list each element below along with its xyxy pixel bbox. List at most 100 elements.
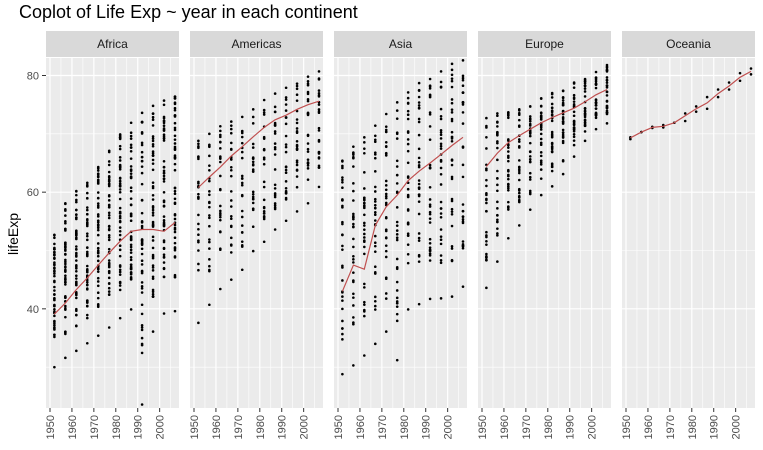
data-point [572,104,576,108]
data-point [219,160,222,164]
data-point [439,254,443,257]
data-point [395,301,399,305]
data-point [439,297,443,300]
data-point [507,111,510,115]
data-point [96,228,100,232]
data-point [406,142,410,146]
data-point [583,90,587,93]
data-point [107,259,111,262]
data-point [162,174,166,178]
data-point [284,96,288,99]
data-point [363,232,366,236]
data-point [406,96,410,100]
data-point [229,236,233,240]
data-point [273,123,277,126]
data-point [53,289,56,292]
data-point [352,304,355,307]
data-point [151,198,155,201]
data-point [417,302,421,306]
data-point [373,134,377,138]
data-point [75,313,78,317]
data-point [428,95,432,99]
data-point [384,112,388,116]
data-point [162,99,166,102]
data-point [352,271,355,274]
data-point [197,146,200,150]
data-point [716,88,720,91]
data-point [417,200,421,203]
data-point [384,236,388,239]
data-point [107,261,111,265]
data-point [341,327,344,330]
data-point [450,175,454,179]
data-point [572,127,576,131]
data-point [96,169,100,172]
data-point [229,199,233,202]
data-point [118,248,122,252]
data-point [395,159,399,163]
panel-background [478,58,611,408]
data-point [251,195,255,199]
data-point [140,226,144,230]
data-point [605,81,609,84]
data-point [384,192,388,196]
data-point [572,93,576,97]
data-point [496,189,499,193]
data-point [284,143,288,146]
data-point [550,92,554,96]
data-point [572,96,576,99]
data-point [406,194,410,198]
data-point [341,206,344,209]
data-point [694,110,698,113]
data-point [352,156,355,160]
data-point [64,241,67,245]
data-point [284,180,288,183]
data-point [64,296,67,299]
data-point [384,184,388,187]
data-point [539,177,543,180]
data-point [461,74,465,78]
data-point [251,108,255,111]
data-point [428,198,432,201]
data-point [96,259,100,263]
data-point [395,131,399,134]
data-point [485,198,488,202]
data-point [428,259,432,262]
data-point [528,160,532,163]
data-point [605,99,609,103]
data-point [461,244,465,248]
data-point [605,68,609,72]
data-point [53,279,56,283]
data-point [273,132,277,135]
data-point [528,150,532,153]
data-point [561,89,565,93]
data-point [140,342,144,346]
data-point [450,207,454,211]
data-point [251,115,255,119]
data-point [162,223,166,227]
data-point [229,278,233,281]
data-point [583,114,587,117]
x-tick-label: 2000 [443,415,455,439]
data-point [683,112,687,115]
data-point [439,261,443,265]
data-point [273,187,277,190]
data-point [550,142,554,146]
data-point [395,296,399,300]
data-point [373,250,377,253]
data-point [53,261,56,264]
data-point [151,225,155,228]
x-tick-label: 1970 [521,415,533,439]
data-point [341,338,344,341]
data-point [64,202,67,206]
data-point [450,98,454,101]
data-point [295,168,299,172]
data-point [118,284,122,287]
data-point [107,203,111,207]
data-point [140,326,144,329]
data-point [53,320,56,324]
data-point [151,222,155,226]
data-point [162,240,166,244]
data-point [395,319,399,323]
data-point [373,272,377,275]
